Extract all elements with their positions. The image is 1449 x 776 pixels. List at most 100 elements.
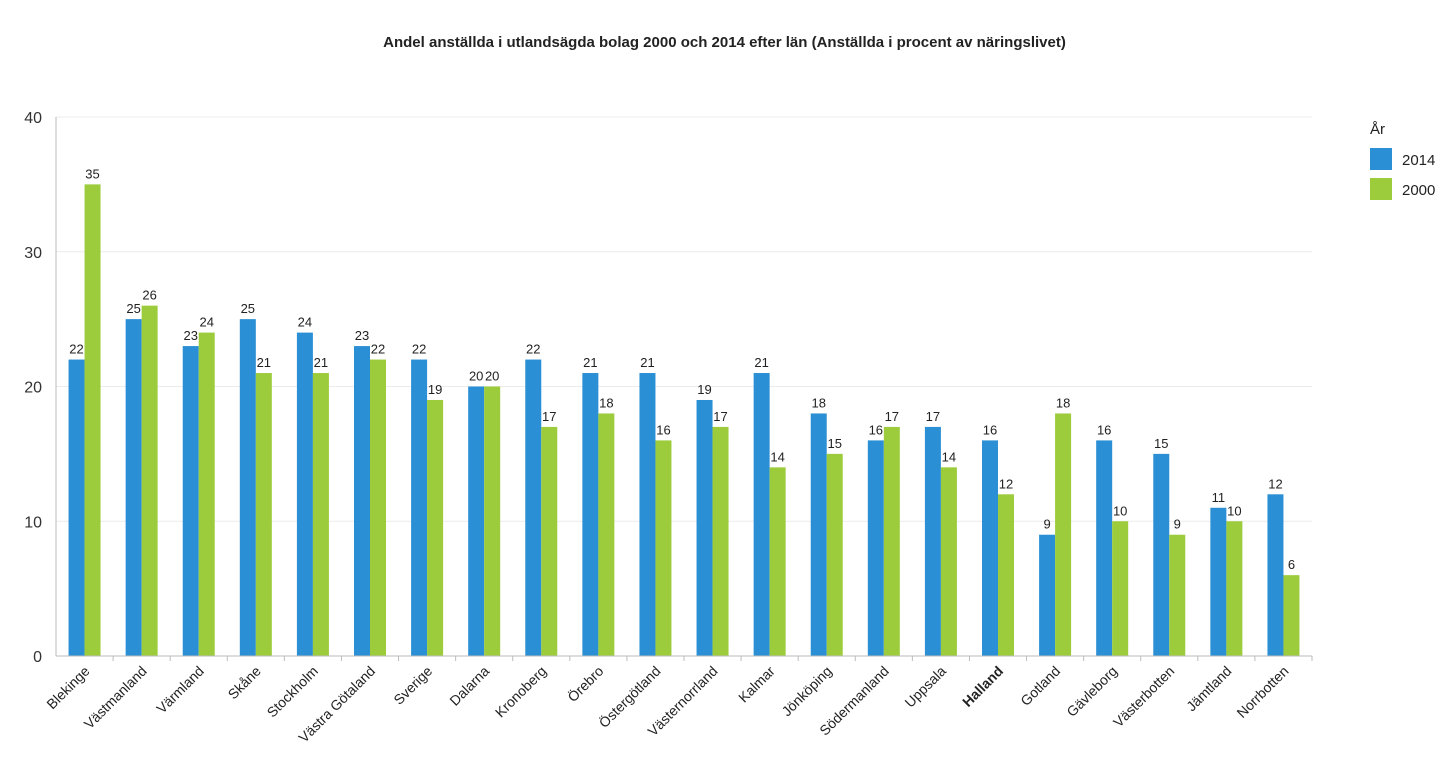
x-tick-label: Stockholm bbox=[264, 663, 322, 721]
data-label-2000-Blekinge: 35 bbox=[85, 166, 99, 181]
data-label-2014-Sverige: 22 bbox=[412, 342, 426, 357]
legend-label-2014: 2014 bbox=[1402, 152, 1435, 169]
bar-2014-Västmanland bbox=[125, 319, 142, 656]
data-label-2014-Södermanland: 16 bbox=[869, 422, 883, 437]
data-label-2014-Örebro: 21 bbox=[583, 355, 597, 370]
bar-2014-Värmland bbox=[182, 346, 199, 656]
bar-2000-Södermanland bbox=[883, 426, 900, 656]
data-label-2000-Jämtland: 10 bbox=[1227, 503, 1241, 518]
bar-2000-Örebro bbox=[598, 413, 615, 656]
x-tick-label: Sverige bbox=[390, 663, 435, 708]
x-tick-label: Jämtland bbox=[1183, 663, 1234, 714]
data-label-2014-Gävleborg: 16 bbox=[1097, 422, 1111, 437]
bar-2000-Kalmar bbox=[769, 467, 786, 656]
legend-swatch-2000 bbox=[1370, 178, 1392, 200]
data-label-2000-Jönköping: 15 bbox=[827, 436, 841, 451]
bar-2014-Västernorrland bbox=[696, 399, 713, 656]
data-label-2000-Gävleborg: 10 bbox=[1113, 503, 1127, 518]
legend-swatch-2014 bbox=[1370, 148, 1392, 170]
x-tick-label: Örebro bbox=[564, 662, 607, 705]
bar-2014-Norrbotten bbox=[1267, 494, 1284, 656]
bar-2014-Västerbotten bbox=[1153, 453, 1170, 656]
bar-2000-Halland bbox=[998, 494, 1014, 656]
bar-2000-Västra Götaland bbox=[370, 359, 386, 656]
bar-2000-Skåne bbox=[255, 373, 272, 656]
legend-layer: År 2014 2000 bbox=[1370, 121, 1435, 200]
x-tick-label: Dalarna bbox=[446, 663, 492, 709]
x-tick-label: Blekinge bbox=[43, 663, 92, 712]
y-tick-label: 30 bbox=[24, 245, 42, 262]
bar-2014-Kalmar bbox=[753, 373, 770, 656]
bar-2000-Norrbotten bbox=[1283, 575, 1300, 656]
bar-layer bbox=[68, 184, 1300, 656]
bar-2014-Kronoberg bbox=[525, 359, 542, 656]
data-label-2014-Norrbotten: 12 bbox=[1268, 476, 1282, 491]
data-label-2014-Gotland: 9 bbox=[1043, 517, 1050, 532]
y-tick-label: 0 bbox=[33, 649, 42, 666]
data-label-2014-Uppsala: 17 bbox=[926, 409, 940, 424]
data-label-2000-Dalarna: 20 bbox=[485, 369, 499, 384]
data-label-2000-Västernorrland: 17 bbox=[713, 409, 727, 424]
data-label-2000-Skåne: 21 bbox=[257, 355, 271, 370]
chart-title: Andel anställda i utlandsägda bolag 2000… bbox=[383, 34, 1066, 51]
bar-2000-Jämtland bbox=[1226, 521, 1243, 656]
bar-2000-Västernorrland bbox=[712, 426, 729, 656]
bar-2014-Östergötland bbox=[639, 373, 656, 656]
data-label-2000-Kronoberg: 17 bbox=[542, 409, 556, 424]
y-tick-label: 40 bbox=[24, 110, 42, 127]
data-label-2000-Kalmar: 14 bbox=[770, 449, 784, 464]
bar-2000-Värmland bbox=[198, 332, 215, 656]
data-label-2014-Värmland: 23 bbox=[183, 328, 197, 343]
x-tick-label: Halland bbox=[959, 663, 1006, 710]
data-label-2000-Uppsala: 14 bbox=[942, 449, 956, 464]
bar-2000-Dalarna bbox=[484, 386, 501, 656]
data-label-2000-Södermanland: 17 bbox=[885, 409, 899, 424]
bar-2000-Jönköping bbox=[826, 453, 843, 656]
x-tick-label: Norrbotten bbox=[1233, 663, 1291, 721]
data-label-2000-Gotland: 18 bbox=[1056, 395, 1070, 410]
bar-2000-Sverige bbox=[427, 399, 444, 656]
x-tick-label: Skåne bbox=[225, 663, 265, 703]
bar-2014-Halland bbox=[982, 440, 998, 656]
data-label-2014-Stockholm: 24 bbox=[298, 315, 312, 330]
data-label-2014-Västernorrland: 19 bbox=[697, 382, 711, 397]
x-tick-label: Kalmar bbox=[735, 663, 778, 706]
bar-2014-Sverige bbox=[411, 359, 428, 656]
data-label-2014-Jämtland: 11 bbox=[1212, 490, 1226, 505]
x-tick-label: Kronoberg bbox=[492, 663, 550, 721]
bar-2014-Dalarna bbox=[468, 386, 485, 656]
x-tick-label: Gotland bbox=[1017, 663, 1063, 709]
bar-2014-Södermanland bbox=[867, 440, 884, 656]
bar-2000-Gotland bbox=[1055, 413, 1072, 656]
data-label-2000-Örebro: 18 bbox=[599, 395, 613, 410]
data-label-2014-Västerbotten: 15 bbox=[1154, 436, 1168, 451]
bar-2014-Gotland bbox=[1039, 534, 1056, 656]
data-label-2014-Blekinge: 22 bbox=[69, 342, 83, 357]
bar-2014-Skåne bbox=[239, 319, 256, 656]
data-label-2014-Dalarna: 20 bbox=[469, 369, 483, 384]
data-label-2000-Östergötland: 16 bbox=[656, 422, 670, 437]
bar-2014-Jämtland bbox=[1210, 507, 1227, 656]
data-label-2000-Västmanland: 26 bbox=[142, 288, 156, 303]
bar-2014-Blekinge bbox=[68, 359, 85, 656]
bar-2000-Gävleborg bbox=[1112, 521, 1129, 656]
x-tick-label: Jönköping bbox=[778, 663, 834, 719]
data-label-2000-Norrbotten: 6 bbox=[1288, 557, 1295, 572]
bar-2000-Östergötland bbox=[655, 440, 672, 656]
bar-2014-Västra Götaland bbox=[354, 346, 370, 656]
data-label-2014-Kalmar: 21 bbox=[754, 355, 768, 370]
data-label-2014-Västmanland: 25 bbox=[126, 301, 140, 316]
data-label-2000-Värmland: 24 bbox=[199, 315, 213, 330]
data-label-2000-Sverige: 19 bbox=[428, 382, 442, 397]
bar-2000-Västmanland bbox=[141, 305, 158, 656]
bar-2014-Stockholm bbox=[296, 332, 313, 656]
legend-title: År bbox=[1370, 121, 1385, 138]
bar-2014-Örebro bbox=[582, 373, 599, 656]
data-label-2014-Östergötland: 21 bbox=[640, 355, 654, 370]
data-label-2014-Västra Götaland: 23 bbox=[355, 328, 369, 343]
x-tick-label: Västerbotten bbox=[1110, 663, 1177, 730]
data-label-2000-Västra Götaland: 22 bbox=[371, 342, 385, 357]
